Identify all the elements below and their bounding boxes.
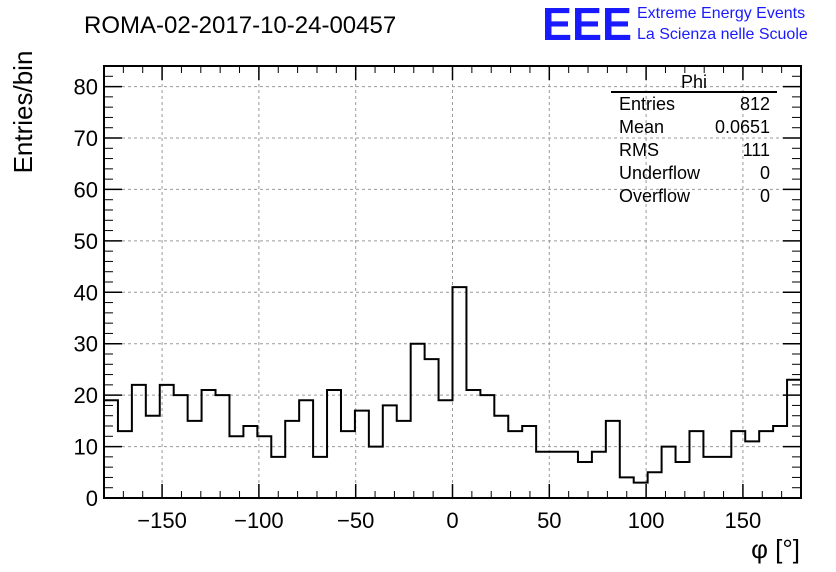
stats-label: RMS — [619, 140, 659, 160]
histogram-bin — [425, 359, 439, 498]
y-tick-label: 60 — [74, 177, 98, 202]
histogram-bin — [341, 431, 355, 498]
histogram-bin — [313, 457, 327, 498]
y-tick-label: 10 — [74, 435, 98, 460]
stats-value: 812 — [740, 94, 770, 114]
histogram-bin — [564, 452, 578, 498]
stats-label: Entries — [619, 94, 675, 114]
histogram-bin — [411, 344, 425, 498]
x-tick-label: 150 — [725, 508, 762, 533]
x-tick-label: −150 — [137, 508, 187, 533]
histogram-bin — [787, 380, 801, 498]
histogram-bin — [453, 287, 467, 498]
histogram-step-line — [104, 286, 802, 498]
histogram-bin — [703, 457, 717, 498]
stats-label: Overflow — [619, 186, 691, 206]
stats-label: Underflow — [619, 163, 701, 183]
histogram-bin — [578, 462, 592, 498]
eee-logo: EEE — [542, 0, 632, 50]
stats-value: 0 — [760, 163, 770, 183]
axes: −150 −100 −50 0 50 100 150 0 10 20 30 40 50 60 70 80 — [74, 65, 802, 533]
histogram-bin — [522, 426, 536, 498]
stats-value: 0.0651 — [715, 117, 770, 137]
histogram-bin — [327, 390, 341, 498]
histogram-bin — [216, 395, 230, 498]
histogram-bin — [174, 395, 188, 498]
histogram-bin — [536, 452, 550, 498]
histogram-bin — [243, 426, 257, 498]
histogram-series — [104, 286, 802, 498]
run-title: ROMA-02-2017-10-24-00457 — [84, 12, 396, 39]
histogram-bin — [717, 457, 731, 498]
histogram-bin — [466, 390, 480, 498]
histogram-bin — [606, 421, 620, 498]
histogram-bin — [229, 436, 243, 498]
histogram-bin — [202, 390, 216, 498]
histogram-bin — [662, 447, 676, 498]
y-tick-label: 50 — [74, 229, 98, 254]
histogram-bin — [592, 452, 606, 498]
stats-value: 111 — [743, 140, 770, 160]
y-tick-label: 20 — [74, 383, 98, 408]
histogram-bin — [299, 400, 313, 498]
logo-line-1: Extreme Energy Events — [637, 5, 805, 22]
y-tick-label: 70 — [74, 126, 98, 151]
histogram-bin — [745, 441, 759, 498]
y-tick-label: 40 — [74, 280, 98, 305]
y-axis-label: Entries/bin — [8, 51, 38, 174]
histogram-bin — [397, 421, 411, 498]
stats-value: 0 — [760, 186, 770, 206]
logo-line-2: La Scienza nelle Scuole — [637, 26, 808, 43]
grid-lines — [104, 66, 801, 498]
histogram-bin — [355, 411, 369, 498]
histogram-bin — [550, 452, 564, 498]
x-tick-label: 100 — [628, 508, 665, 533]
y-tick-label: 30 — [74, 332, 98, 357]
y-tick-label: 80 — [74, 75, 98, 100]
histogram-bin — [676, 462, 690, 498]
histogram-bin — [494, 416, 508, 498]
histogram-bin — [118, 431, 132, 498]
histogram-bin — [383, 405, 397, 498]
histogram-bin — [689, 431, 703, 498]
histogram-bin — [759, 431, 773, 498]
x-axis-label: φ [°] — [751, 534, 800, 564]
histogram-bin — [132, 385, 146, 498]
x-tick-label: 50 — [537, 508, 561, 533]
stats-label: Mean — [619, 117, 664, 137]
histogram-bin — [773, 426, 787, 498]
histogram-bin — [508, 431, 522, 498]
histogram-bin — [285, 421, 299, 498]
stats-box: Phi Entries 812 Mean 0.0651 RMS 111 Underflow 0… — [611, 72, 777, 206]
histogram-bin — [188, 421, 202, 498]
histogram-bin — [146, 416, 160, 498]
x-tick-label: −50 — [337, 508, 374, 533]
x-tick-label: 0 — [446, 508, 458, 533]
histogram-bin — [369, 447, 383, 498]
y-tick-label: 0 — [86, 486, 98, 511]
stats-title: Phi — [681, 72, 707, 92]
histogram-bin — [104, 400, 118, 498]
histogram-bin — [648, 472, 662, 498]
histogram-bin — [439, 400, 453, 498]
x-tick-label: −100 — [234, 508, 284, 533]
